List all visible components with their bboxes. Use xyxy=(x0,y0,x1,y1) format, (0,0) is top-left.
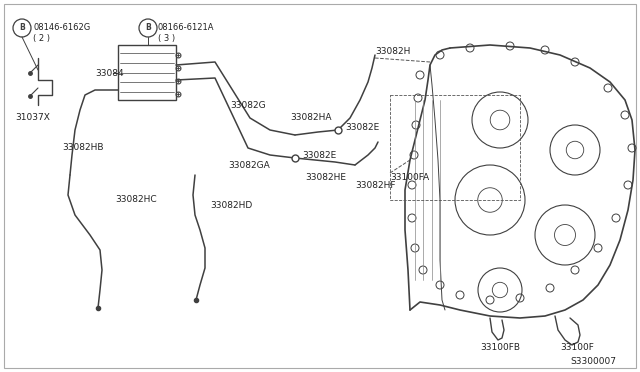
Text: 33082HB: 33082HB xyxy=(62,144,104,153)
Text: 33082HD: 33082HD xyxy=(210,201,252,209)
Text: 33082HA: 33082HA xyxy=(290,113,332,122)
Bar xyxy=(118,45,176,100)
Text: B: B xyxy=(19,23,25,32)
Text: 33082GA: 33082GA xyxy=(228,160,269,170)
Text: 33084: 33084 xyxy=(95,68,124,77)
Text: 33082E: 33082E xyxy=(345,122,380,131)
Text: 33082E: 33082E xyxy=(302,151,336,160)
Text: 33082HE: 33082HE xyxy=(305,173,346,183)
Text: 08146-6162G: 08146-6162G xyxy=(33,23,90,32)
Text: 31037X: 31037X xyxy=(15,113,50,122)
Text: 33100FA: 33100FA xyxy=(390,173,429,183)
Text: B: B xyxy=(145,23,151,32)
Text: 33100FB: 33100FB xyxy=(480,343,520,353)
Text: ( 2 ): ( 2 ) xyxy=(33,33,50,42)
Text: 33100F: 33100F xyxy=(560,343,594,353)
Text: S3300007: S3300007 xyxy=(570,357,616,366)
Text: 33082G: 33082G xyxy=(230,100,266,109)
Text: ( 3 ): ( 3 ) xyxy=(158,33,175,42)
Text: 33082HC: 33082HC xyxy=(115,196,157,205)
Text: 33082H: 33082H xyxy=(375,48,410,57)
Text: 08166-6121A: 08166-6121A xyxy=(158,23,214,32)
Text: 33082HF: 33082HF xyxy=(355,180,396,189)
